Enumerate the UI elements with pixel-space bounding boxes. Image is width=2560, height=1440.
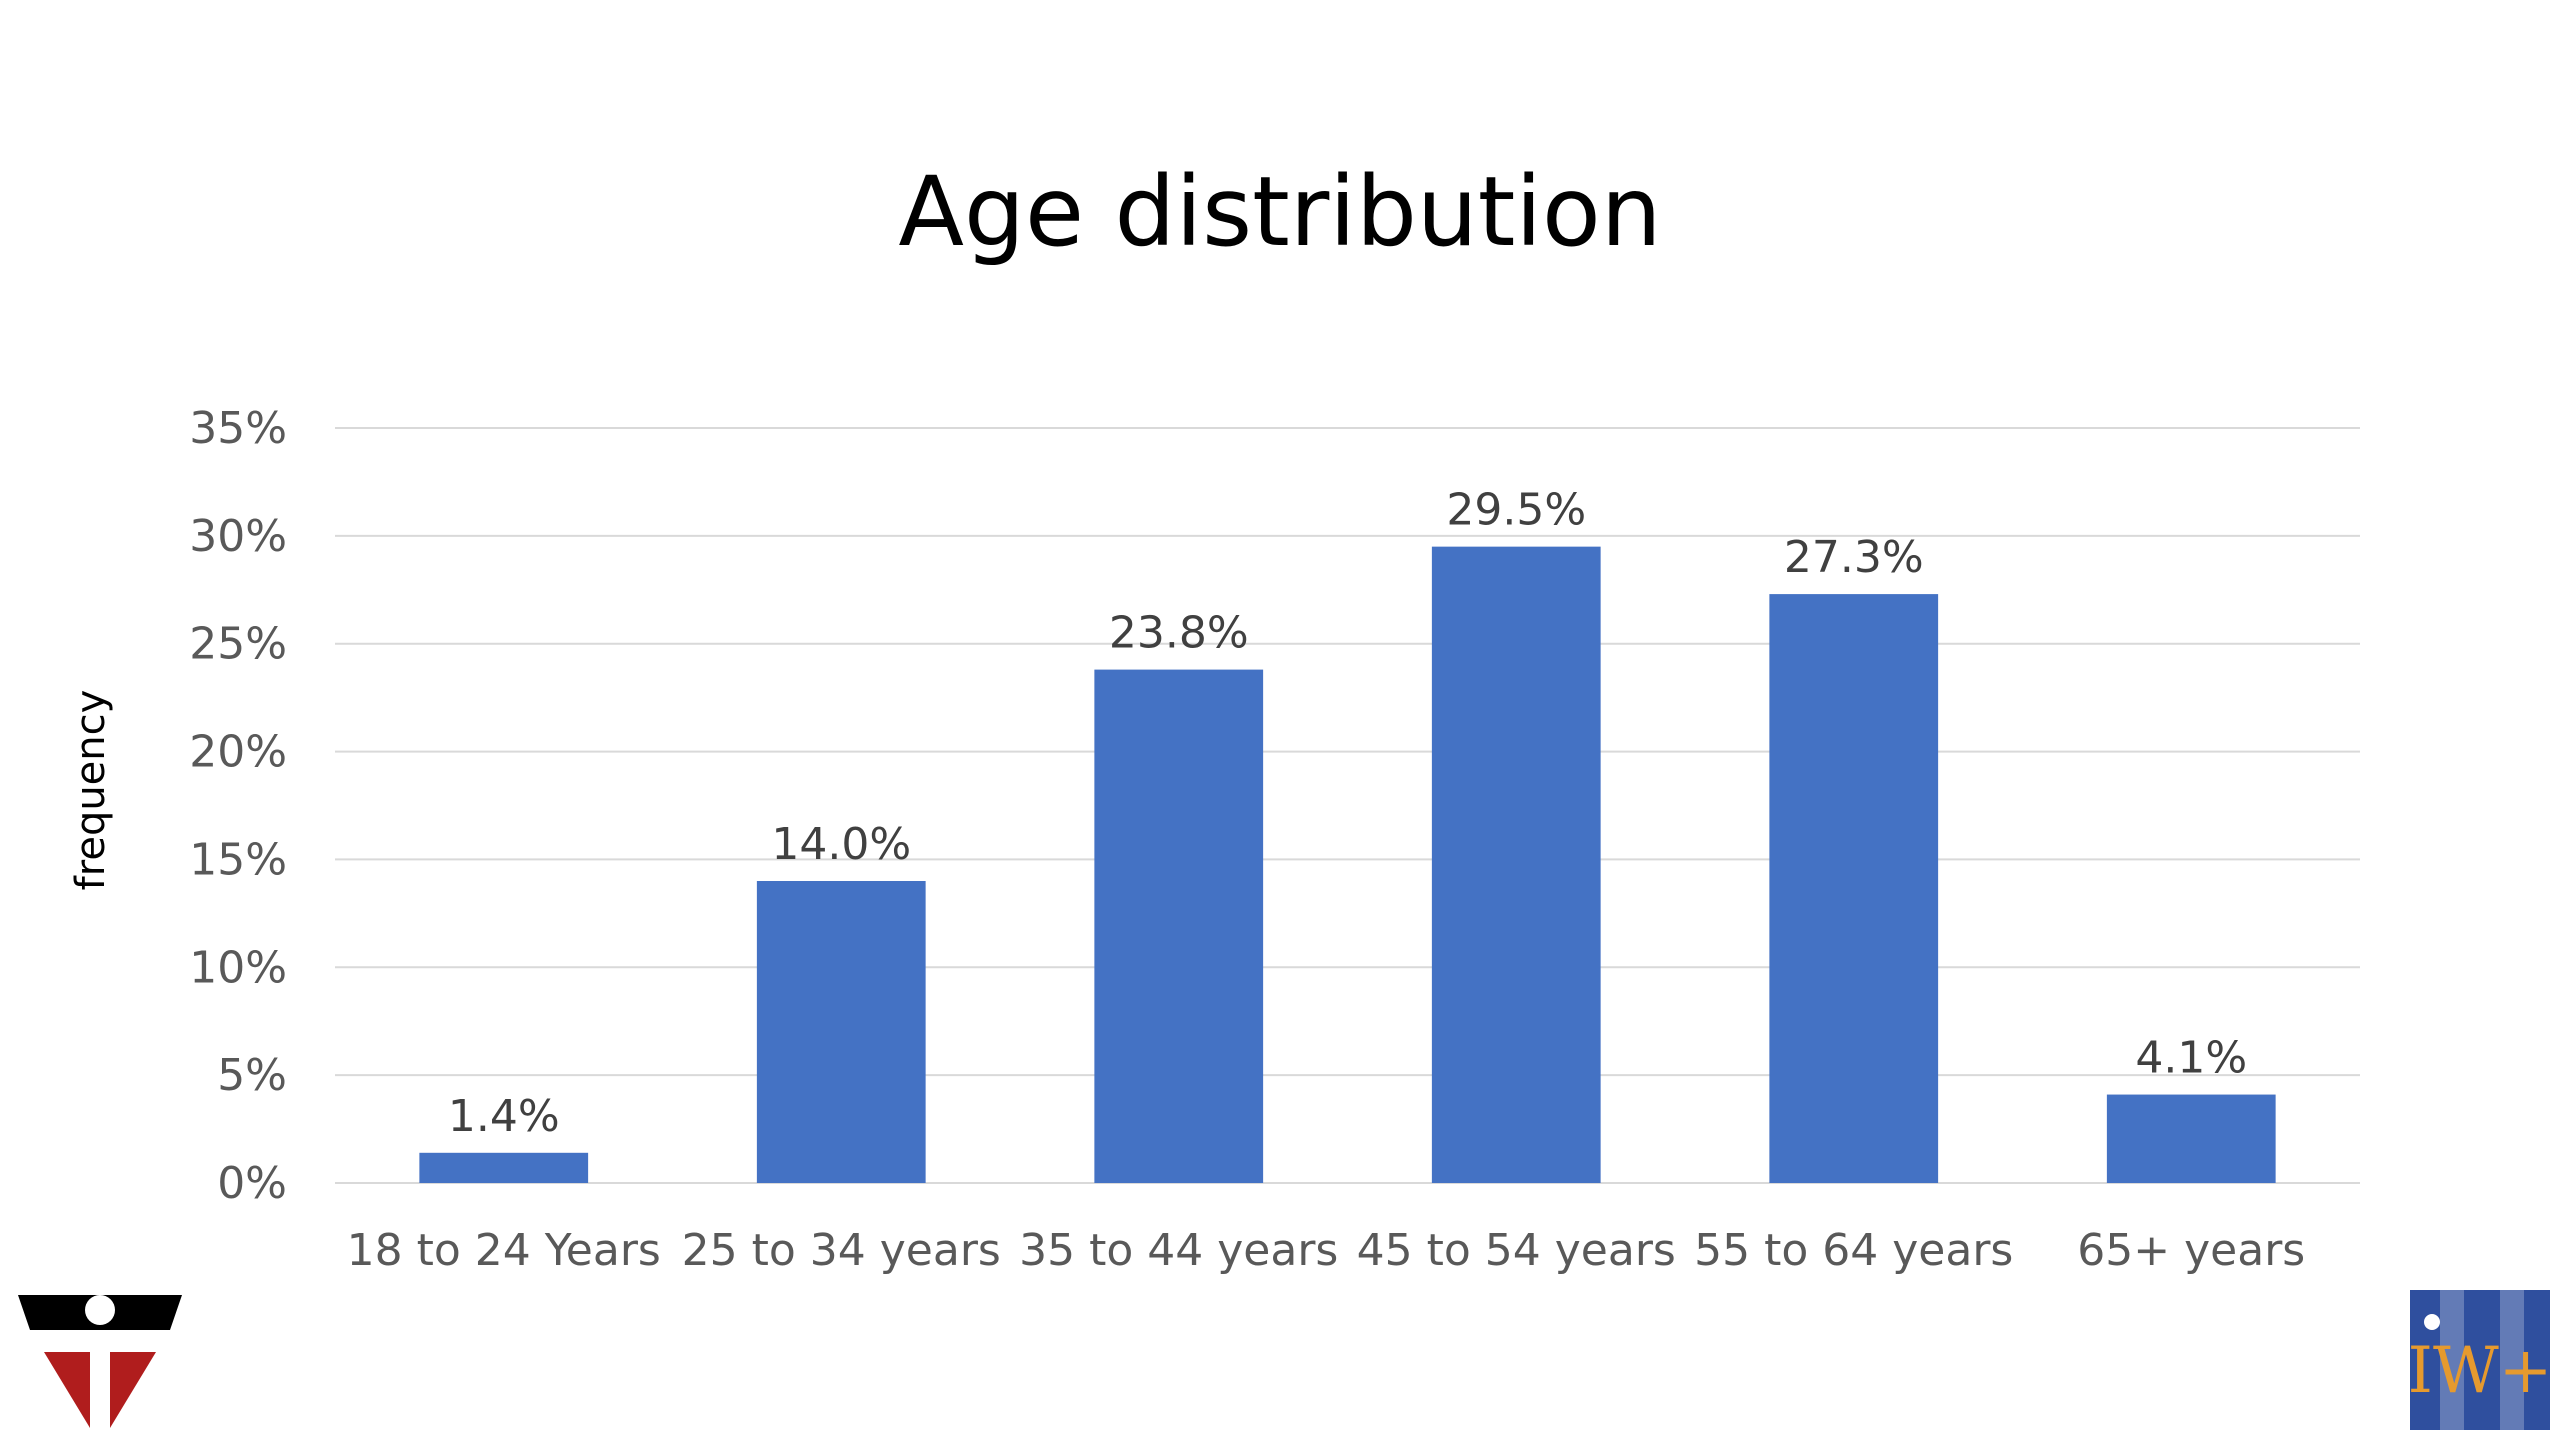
data-label: 14.0% [771,819,911,870]
y-tick-label: 0% [217,1158,287,1209]
shield-logo-right-wing [110,1352,156,1428]
bars [419,546,2276,1183]
data-label: 23.8% [1109,608,1249,659]
data-label: 27.3% [1784,532,1924,583]
y-tick-label: 15% [189,834,287,885]
y-tick-label: 20% [189,727,287,778]
bar [1431,546,1601,1183]
x-category-label: 18 to 24 Years [347,1225,661,1276]
x-axis-category-labels: 18 to 24 Years 25 to 34 years 35 to 44 yea… [347,1225,2306,1276]
x-category-label: 65+ years [2077,1225,2305,1276]
bar [1094,669,1264,1183]
bar [756,881,926,1183]
shield-logo-left-wing [44,1352,90,1428]
iw-logo-text: IW+ [2408,1334,2553,1408]
y-tick-label: 10% [189,942,287,993]
bar [419,1152,589,1183]
y-tick-label: 5% [217,1050,287,1101]
y-tick-label: 25% [189,619,287,670]
chart-title: Age distribution [898,156,1661,268]
iw-logo-right-post [2500,1290,2524,1430]
bar [1769,594,1939,1183]
y-tick-label: 30% [189,511,287,562]
data-labels: 1.4% 14.0% 23.8% 29.5% 27.3% 4.1% [448,485,2247,1142]
x-category-label: 45 to 54 years [1357,1225,1676,1276]
data-label: 4.1% [2135,1033,2247,1084]
shield-logo [18,1295,182,1428]
iw-logo-dot [2424,1314,2440,1330]
gridlines [335,427,2360,1184]
bar [2106,1094,2276,1183]
y-axis-tick-labels: 0% 5% 10% 15% 20% 25% 30% 35% [189,403,287,1209]
iw-logo-background [2410,1290,2550,1430]
x-category-label: 35 to 44 years [1019,1225,1338,1276]
data-label: 29.5% [1446,485,1586,536]
shield-logo-dot [85,1295,115,1325]
x-category-label: 25 to 34 years [682,1225,1001,1276]
y-tick-label: 35% [189,403,287,454]
data-label: 1.4% [448,1091,560,1142]
iw-logo-left-post [2440,1290,2464,1430]
x-category-label: 55 to 64 years [1694,1225,2013,1276]
iw-plus-logo: IW+ [2408,1290,2553,1430]
y-axis-title: frequency [68,690,114,891]
